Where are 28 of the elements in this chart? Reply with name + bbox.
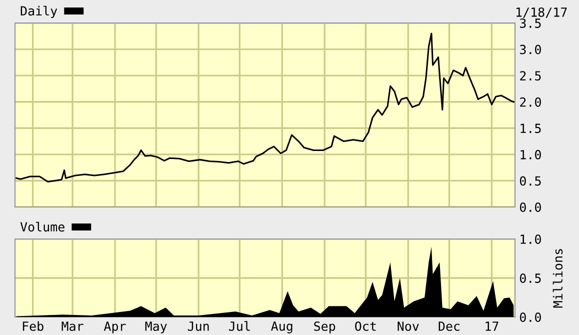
- y-tick-label: 0.5: [520, 274, 541, 283]
- x-tick-label: May: [145, 322, 167, 334]
- y-tick-label: 1.0: [520, 150, 541, 160]
- y-tick-label: 3.0: [520, 44, 541, 54]
- legend-label: Volume: [20, 222, 64, 232]
- y-tick-label: 0.5: [520, 176, 541, 186]
- y-tick-label: 1.0: [520, 234, 541, 244]
- y-tick-label: 1.5: [520, 124, 541, 134]
- x-tick-label: Oct: [355, 321, 376, 331]
- y-tick-label: 3.5: [520, 18, 541, 28]
- x-tick-label: Feb: [22, 321, 44, 331]
- line-series: [16, 32, 514, 183]
- x-tick-label: Aug: [271, 322, 292, 334]
- y-tick-label: 2.0: [520, 97, 541, 107]
- x-tick-label: Dec: [438, 322, 460, 331]
- x-tick-label: Jun: [188, 322, 209, 331]
- y-tick-label: 0.0: [520, 312, 541, 322]
- y-axis-title: Millions: [552, 249, 563, 308]
- x-tick-label: Mar: [62, 322, 84, 331]
- y-tick-label: 2.5: [520, 71, 541, 81]
- x-tick-label: Jul: [229, 321, 250, 331]
- text: 1/18/17: [516, 7, 567, 18]
- y-tick-label: 0.0: [520, 202, 541, 212]
- x-tick-label: 17: [486, 322, 498, 331]
- x-tick-label: Apr: [104, 322, 126, 334]
- x-tick-label: Nov: [398, 322, 419, 331]
- x-tick-label: Sep: [314, 321, 336, 334]
- legend-label: Daily: [20, 6, 58, 18]
